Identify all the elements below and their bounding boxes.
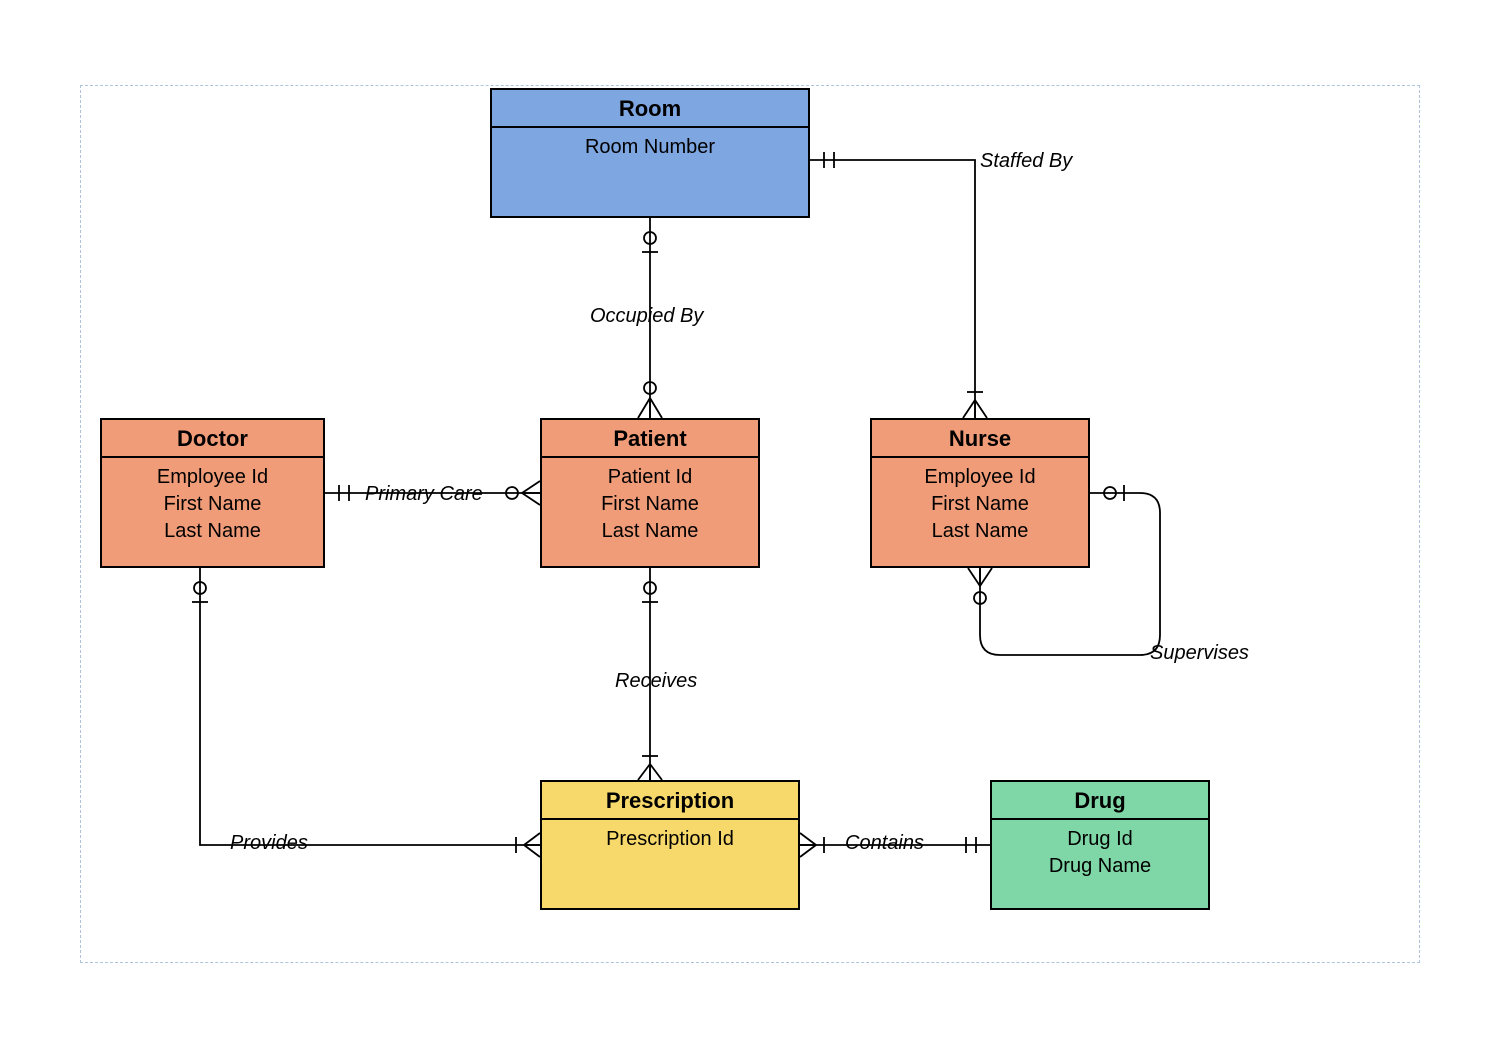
entity-attrs: Room Number bbox=[492, 128, 808, 171]
er-diagram-canvas: Room Room Number Doctor Employee Id Firs… bbox=[0, 0, 1498, 1048]
entity-patient: Patient Patient Id First Name Last Name bbox=[540, 418, 760, 568]
entity-title: Room bbox=[492, 90, 808, 128]
entity-attrs: Drug Id Drug Name bbox=[992, 820, 1208, 890]
rel-label-receives: Receives bbox=[615, 670, 697, 693]
rel-label-contains: Contains bbox=[845, 832, 924, 855]
entity-prescription: Prescription Prescription Id bbox=[540, 780, 800, 910]
entity-title: Drug bbox=[992, 782, 1208, 820]
rel-label-supervises: Supervises bbox=[1150, 642, 1249, 665]
entity-attrs: Employee Id First Name Last Name bbox=[102, 458, 323, 555]
entity-attrs: Patient Id First Name Last Name bbox=[542, 458, 758, 555]
entity-title: Patient bbox=[542, 420, 758, 458]
entity-drug: Drug Drug Id Drug Name bbox=[990, 780, 1210, 910]
rel-label-occupied-by: Occupied By bbox=[590, 305, 703, 328]
entity-room: Room Room Number bbox=[490, 88, 810, 218]
rel-label-provides: Provides bbox=[230, 832, 308, 855]
rel-label-staffed-by: Staffed By bbox=[980, 150, 1072, 173]
entity-title: Prescription bbox=[542, 782, 798, 820]
rel-label-primary-care: Primary Care bbox=[365, 483, 483, 506]
entity-title: Nurse bbox=[872, 420, 1088, 458]
entity-doctor: Doctor Employee Id First Name Last Name bbox=[100, 418, 325, 568]
entity-attrs: Prescription Id bbox=[542, 820, 798, 863]
entity-nurse: Nurse Employee Id First Name Last Name bbox=[870, 418, 1090, 568]
entity-title: Doctor bbox=[102, 420, 323, 458]
entity-attrs: Employee Id First Name Last Name bbox=[872, 458, 1088, 555]
